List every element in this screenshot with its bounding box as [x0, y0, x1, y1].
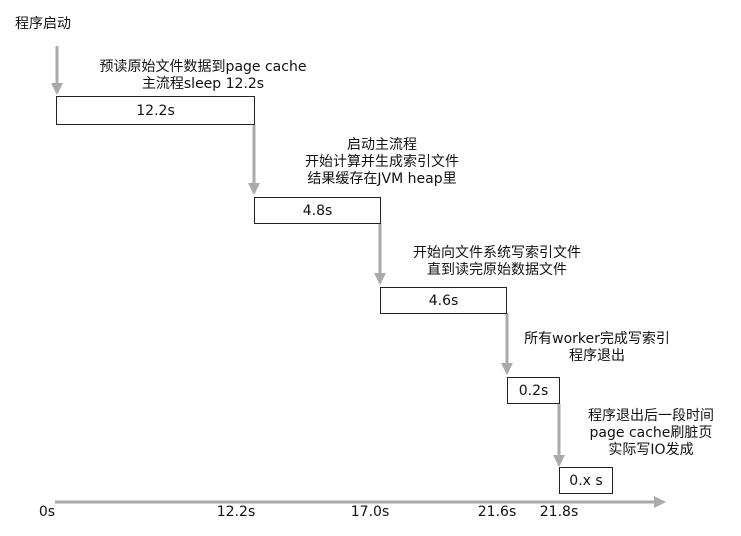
- axis-tick-2: 17.0s: [351, 504, 389, 520]
- step-5-note-line-2: page cache刷脏页: [588, 425, 714, 442]
- step-4-note-line-1: 所有worker完成写索引: [524, 331, 670, 348]
- step-1-note-line-2: 主流程sleep 12.2s: [100, 76, 307, 93]
- step-1-note-line-1: 预读原始文件数据到page cache: [100, 59, 307, 76]
- step-4-duration-box: 0.2s: [507, 377, 560, 404]
- axis-tick-3: 21.6s: [478, 504, 516, 520]
- step-1-note: 预读原始文件数据到page cache 主流程sleep 12.2s: [100, 59, 307, 93]
- step-4-note-line-2: 程序退出: [524, 348, 670, 365]
- step-2-note: 启动主流程 开始计算并生成索引文件 结果缓存在JVM heap里: [305, 137, 459, 188]
- axis-tick-0: 0s: [39, 504, 55, 520]
- step-5-note-line-3: 实际写IO发成: [588, 442, 714, 459]
- step-3-note: 开始向文件系统写索引文件 直到读完原始数据文件: [413, 245, 581, 279]
- step-3-duration-box: 4.6s: [380, 287, 507, 314]
- axis-tick-4: 21.8s: [540, 504, 578, 520]
- step-5-note: 程序退出后一段时间 page cache刷脏页 实际写IO发成: [588, 408, 714, 459]
- step-3-note-line-1: 开始向文件系统写索引文件: [413, 245, 581, 262]
- step-2-note-line-3: 结果缓存在JVM heap里: [305, 171, 459, 188]
- step-2-note-line-2: 开始计算并生成索引文件: [305, 154, 459, 171]
- axis-tick-1: 12.2s: [217, 504, 255, 520]
- step-1-duration-box: 12.2s: [56, 96, 255, 125]
- step-3-note-line-2: 直到读完原始数据文件: [413, 262, 581, 279]
- step-2-duration-box: 4.8s: [254, 197, 381, 224]
- step-2-note-line-1: 启动主流程: [305, 137, 459, 154]
- step-4-note: 所有worker完成写索引 程序退出: [524, 331, 670, 365]
- start-label: 程序启动: [15, 16, 71, 33]
- step-5-duration-box: 0.x s: [559, 467, 613, 494]
- step-5-note-line-1: 程序退出后一段时间: [588, 408, 714, 425]
